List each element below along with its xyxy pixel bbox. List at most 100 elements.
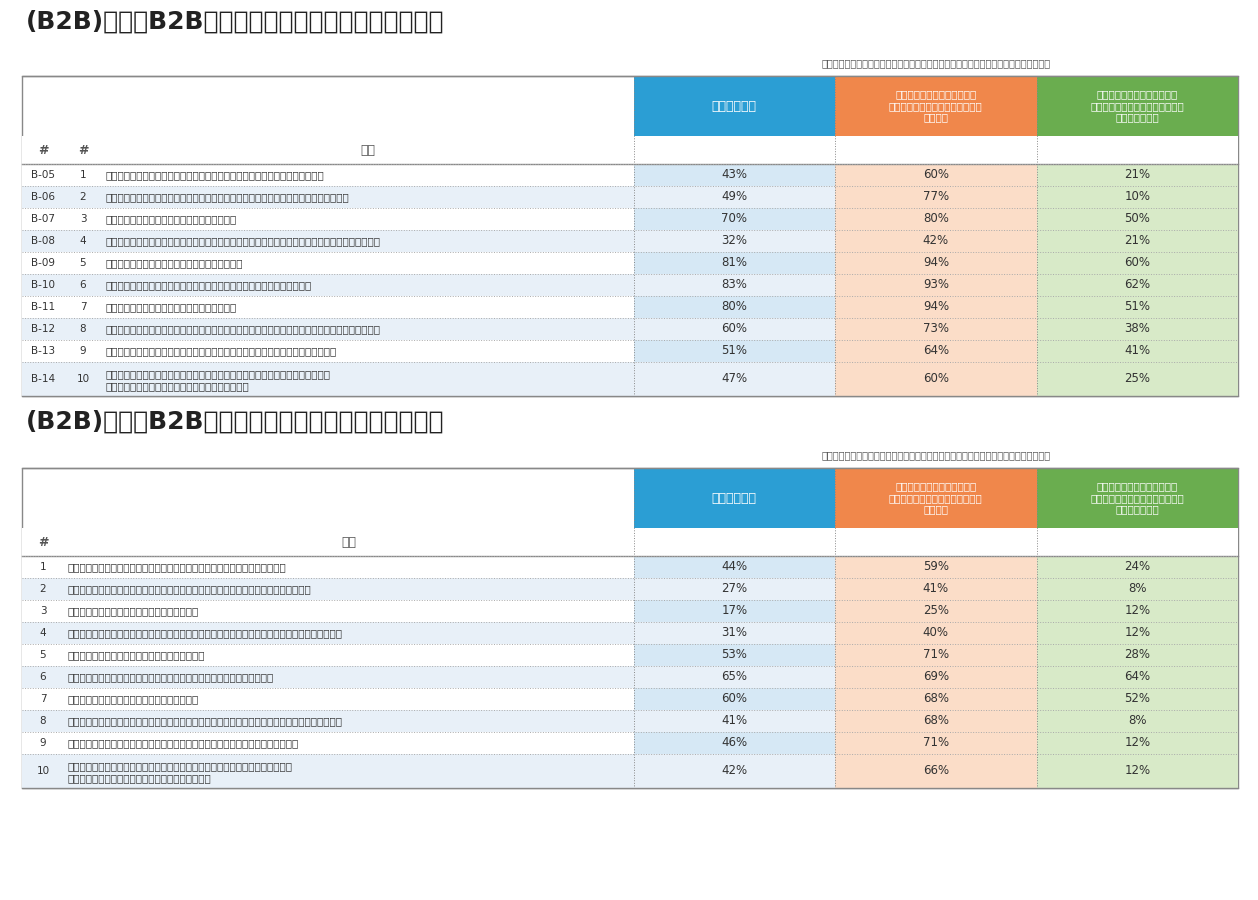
Bar: [835, 666, 1037, 688]
Bar: [835, 556, 1037, 578]
Bar: [634, 274, 835, 296]
Bar: [1037, 252, 1238, 274]
Bar: [21, 556, 634, 578]
Bar: [21, 600, 634, 622]
Text: 46%: 46%: [721, 736, 747, 750]
Bar: [21, 318, 634, 340]
Bar: [21, 754, 634, 788]
Bar: [1037, 600, 1238, 622]
Text: 59%: 59%: [923, 561, 949, 573]
Bar: [835, 754, 1037, 788]
Bar: [1037, 340, 1238, 362]
Text: 全ての回答者: 全ての回答者: [712, 100, 757, 112]
Text: コンテンツマーケティングの書面としての戦略設計図を作成して活用している: コンテンツマーケティングの書面としての戦略設計図を作成して活用している: [106, 170, 325, 180]
Bar: [1037, 186, 1238, 208]
Text: #: #: [38, 143, 48, 157]
Bar: [21, 666, 634, 688]
Bar: [835, 230, 1037, 252]
Bar: [21, 136, 1238, 164]
Bar: [1037, 622, 1238, 644]
Text: B-08: B-08: [31, 236, 55, 246]
Text: メルマガ購読者や見込み客を育成するために、コンテンツマーケティングを有効に実施できている: メルマガ購読者や見込み客を育成するために、コンテンツマーケティングを有効に実施で…: [68, 716, 343, 726]
Text: 62%: 62%: [1125, 278, 1150, 292]
Text: B-05: B-05: [31, 170, 55, 180]
Bar: [634, 754, 835, 788]
Text: B-07: B-07: [31, 214, 55, 224]
Text: 65%: 65%: [721, 670, 747, 683]
Bar: [1037, 688, 1238, 710]
Text: B-10: B-10: [31, 280, 55, 290]
Text: 9: 9: [40, 738, 47, 748]
Text: 17%: 17%: [721, 605, 747, 617]
Text: 27%: 27%: [721, 582, 747, 596]
Bar: [1037, 556, 1238, 578]
Text: 42%: 42%: [721, 764, 747, 778]
Text: 7: 7: [79, 302, 87, 312]
Bar: [634, 666, 835, 688]
Text: コンテンツマーケティングを有効に実施できている: コンテンツマーケティングを有効に実施できている: [68, 773, 211, 784]
Text: 43%: 43%: [721, 168, 747, 182]
Text: 10: 10: [36, 766, 49, 776]
Bar: [835, 274, 1037, 296]
Text: 6: 6: [40, 672, 47, 682]
Text: コンテンツの成果を測るための指標をもっている: コンテンツの成果を測るための指標をもっている: [106, 258, 244, 268]
Bar: [21, 252, 634, 274]
Bar: [21, 208, 634, 230]
Bar: [634, 622, 835, 644]
Text: 「エディトリアルカレンダー」を活用している: 「エディトリアルカレンダー」を活用している: [68, 606, 199, 616]
Bar: [1037, 710, 1238, 732]
Bar: [835, 468, 1037, 528]
Text: #: #: [38, 536, 48, 548]
Bar: [21, 710, 634, 732]
Text: #: #: [78, 143, 88, 157]
Bar: [21, 164, 634, 186]
Text: 64%: 64%: [1125, 670, 1150, 683]
Text: 4: 4: [40, 628, 47, 638]
Text: コンテンツマーケティングで
ビジネス上の成果を上げることに
成功した: コンテンツマーケティングで ビジネス上の成果を上げることに 成功した: [889, 482, 982, 515]
Text: 28%: 28%: [1125, 649, 1150, 662]
Bar: [1037, 468, 1238, 528]
Text: 52%: 52%: [1125, 692, 1150, 706]
Text: 41%: 41%: [923, 582, 949, 596]
Text: 53%: 53%: [721, 649, 747, 662]
Bar: [634, 710, 835, 732]
Text: 51%: 51%: [721, 345, 747, 357]
Bar: [835, 732, 1037, 754]
Text: 9: 9: [79, 346, 87, 356]
Bar: [835, 252, 1037, 274]
Bar: [835, 208, 1037, 230]
Text: 60%: 60%: [1125, 256, 1150, 269]
Bar: [21, 274, 634, 296]
Text: 質問: 質問: [341, 536, 356, 548]
Bar: [21, 578, 634, 600]
Text: 80%: 80%: [923, 212, 949, 226]
Text: コンテンツマーケティングで
ビジネス上の成果を上げることに
成功した: コンテンツマーケティングで ビジネス上の成果を上げることに 成功した: [889, 89, 982, 122]
Text: 数値は各質問に、「非常にあてはまる」または「ある程度あてはまる」と回答した比率: 数値は各質問に、「非常にあてはまる」または「ある程度あてはまる」と回答した比率: [821, 58, 1050, 68]
Text: 「エディトリアルカレンダー」を活用している: 「エディトリアルカレンダー」を活用している: [106, 214, 238, 224]
Text: 25%: 25%: [1125, 373, 1150, 385]
Text: 8%: 8%: [1128, 582, 1146, 596]
Bar: [1037, 164, 1238, 186]
Text: 12%: 12%: [1125, 626, 1150, 640]
Text: 32%: 32%: [721, 235, 747, 248]
Text: オンライン上のコミュニティの構築に成功した（オウンドメディアを購読するメルマガ会員など）: オンライン上のコミュニティの構築に成功した（オウンドメディアを購読するメルマガ会…: [106, 236, 381, 246]
Bar: [1037, 76, 1238, 136]
Bar: [21, 528, 1238, 556]
Bar: [634, 688, 835, 710]
Bar: [634, 468, 835, 528]
Text: 8: 8: [40, 716, 47, 726]
Bar: [21, 76, 1238, 396]
Text: B-06: B-06: [31, 192, 55, 202]
Text: 66%: 66%: [923, 764, 949, 778]
Text: B-14: B-14: [31, 374, 55, 384]
Text: コンテンツマーケティングで
ビジネス上の成果を上げることに
成功しなかった: コンテンツマーケティングで ビジネス上の成果を上げることに 成功しなかった: [1091, 482, 1184, 515]
Text: 60%: 60%: [923, 168, 949, 182]
Text: 10%: 10%: [1125, 191, 1150, 203]
Text: 6: 6: [79, 280, 87, 290]
Bar: [1037, 644, 1238, 666]
Bar: [21, 340, 634, 362]
Text: 5: 5: [40, 650, 47, 660]
Text: 60%: 60%: [721, 322, 747, 336]
Text: 所属する組織は、コロナ禍がビジネスにもたらした変化に迅速に対応した: 所属する組織は、コロナ禍がビジネスにもたらした変化に迅速に対応した: [106, 280, 312, 290]
Text: 44%: 44%: [721, 561, 747, 573]
